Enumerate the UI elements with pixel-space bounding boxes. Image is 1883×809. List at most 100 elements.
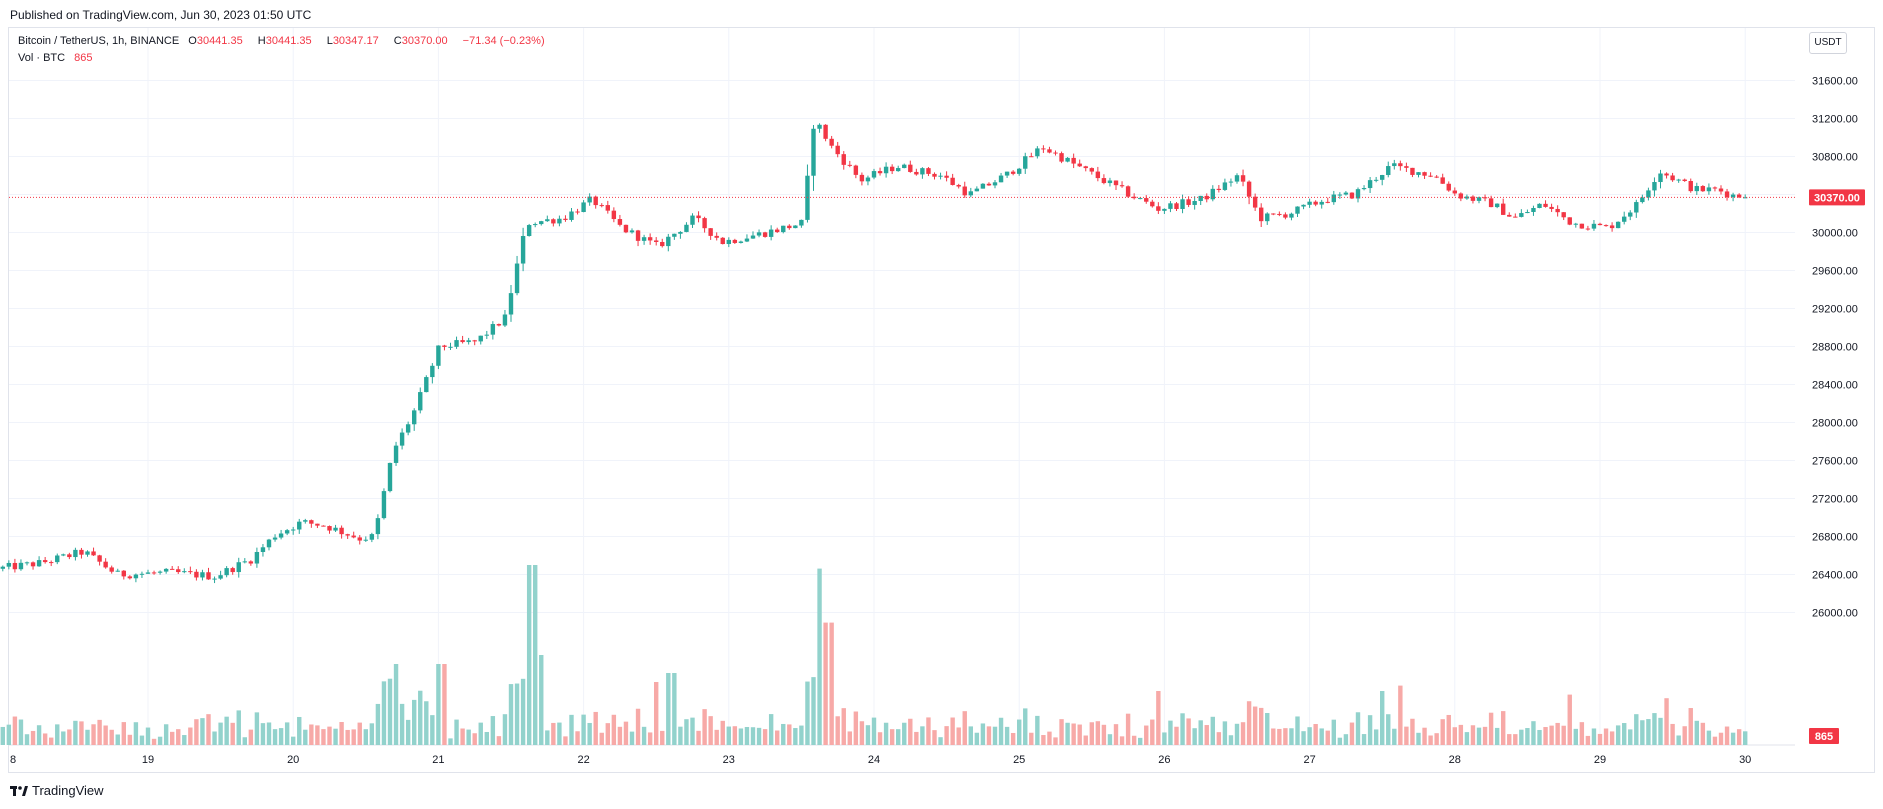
candle [436, 345, 441, 370]
candle-body [236, 562, 241, 573]
volume-bar [387, 678, 393, 745]
volume-bar [805, 681, 810, 745]
candle [1724, 188, 1730, 201]
candle [1367, 177, 1373, 194]
candle-body [103, 561, 108, 568]
candle [1676, 178, 1681, 183]
candle-body [1736, 194, 1742, 198]
volume-bar [1730, 732, 1736, 745]
candle-body [690, 215, 695, 225]
candle [877, 167, 883, 176]
candle [1622, 211, 1627, 225]
symbol-name: Bitcoin / TetherUS, 1h, BINANCE [18, 35, 180, 47]
high-label: H [257, 35, 266, 47]
candle-body [1174, 203, 1179, 209]
candle [430, 363, 435, 384]
candle-body [1373, 179, 1379, 181]
candle [1609, 222, 1615, 232]
volume-bar [514, 683, 520, 745]
candle [799, 219, 804, 228]
candle-body [533, 224, 538, 226]
volume-bar [1440, 719, 1445, 745]
candle [962, 181, 967, 198]
volume-bar [1718, 732, 1724, 745]
tradingview-logo[interactable]: TradingView [10, 783, 104, 798]
volume-bar [938, 737, 943, 745]
candle [635, 229, 641, 247]
candle [1307, 198, 1312, 208]
volume-bar [1543, 727, 1548, 745]
volume-bar [1113, 724, 1119, 745]
candle [176, 566, 181, 574]
candle [484, 330, 489, 339]
volume-bar [1041, 735, 1046, 745]
volume-bar [1398, 685, 1403, 745]
candle [871, 168, 877, 180]
candle-body [853, 165, 859, 175]
candle [1283, 212, 1288, 220]
volume-bar [1367, 715, 1373, 745]
volume-bar [1549, 725, 1554, 745]
candle [297, 518, 302, 534]
volume-bar [224, 716, 229, 745]
volume-bar [1452, 727, 1457, 745]
candle-body [1464, 196, 1470, 199]
volume-bar [375, 703, 381, 745]
candle-body [932, 173, 937, 177]
volume-bar [696, 730, 701, 745]
currency-selector[interactable]: USDT [1809, 32, 1847, 54]
candle-body [781, 225, 786, 233]
candle-body [442, 345, 447, 347]
candle-body [67, 554, 72, 558]
candle [1271, 213, 1276, 216]
candle-body [1023, 156, 1028, 169]
candle [1349, 192, 1355, 200]
candle [1337, 192, 1343, 199]
candle [720, 237, 725, 245]
volume-bar [920, 726, 925, 745]
candle-body [490, 324, 496, 335]
candle-body [775, 229, 780, 233]
candle [442, 344, 447, 351]
candle [678, 231, 683, 239]
volume-bar [932, 730, 937, 745]
candle-body [1331, 194, 1336, 203]
volume-bar [1507, 734, 1512, 745]
candle-body [1047, 149, 1052, 153]
candle [647, 233, 653, 245]
volume-bar [55, 724, 60, 745]
candle [1186, 196, 1191, 208]
candle [466, 337, 471, 345]
candle [1065, 156, 1070, 163]
candle [599, 203, 604, 208]
volume-bar [460, 728, 465, 745]
candle [1398, 160, 1403, 171]
candle [1325, 197, 1330, 204]
candle [781, 225, 786, 234]
candle [1119, 181, 1125, 188]
volume-bar [660, 730, 665, 745]
volume-bar [345, 729, 350, 745]
candle [1664, 172, 1669, 179]
candle-body [484, 334, 489, 336]
candle-body [363, 539, 368, 541]
volume-bar [654, 682, 659, 745]
volume-bar [1652, 713, 1657, 745]
candle [738, 240, 744, 244]
candle-body [121, 570, 126, 577]
candle [97, 554, 102, 566]
candle [1361, 185, 1367, 191]
candle-body [1180, 199, 1185, 209]
candle-body [508, 293, 514, 315]
candle-body [1513, 216, 1518, 218]
candle [1107, 177, 1113, 187]
candle-body [823, 124, 828, 139]
candle-body [1380, 175, 1385, 180]
candle [1017, 167, 1022, 176]
candle-body [1579, 223, 1585, 229]
candle [1543, 200, 1548, 208]
last-price-label: 30370.00 [1814, 192, 1860, 204]
candle-body [708, 228, 713, 236]
candle-body [1670, 175, 1675, 181]
